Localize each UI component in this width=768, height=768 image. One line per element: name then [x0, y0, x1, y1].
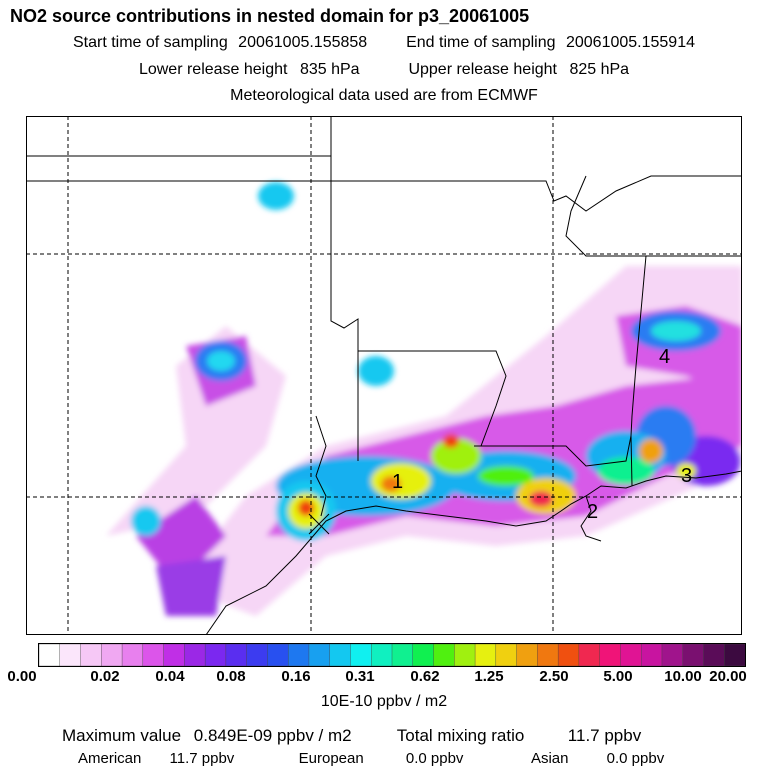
- release-point-marker: [308, 513, 330, 535]
- tick-label: 0.08: [216, 668, 246, 685]
- source-name-european: European: [298, 750, 364, 767]
- contribution-field: [106, 182, 742, 616]
- max-value-line: Maximum value 0.849E-09 ppbv / m2 Total …: [62, 726, 641, 746]
- end-time-value: 20061005.155914: [565, 34, 695, 51]
- tick-label: 0.00: [7, 668, 37, 685]
- site-label-4: 4: [659, 346, 670, 368]
- colorbar-swatch: [225, 643, 248, 667]
- source-value-asian: 0.0 ppbv: [606, 750, 665, 767]
- colorbar-swatch: [80, 643, 102, 667]
- source-name-asian: Asian: [530, 750, 569, 767]
- colorbar-swatch: [557, 643, 580, 667]
- colorbar-swatch: [287, 643, 310, 667]
- colorbar-swatch: [537, 643, 559, 667]
- tick-label: 2.50: [539, 668, 569, 685]
- release-height-line: Lower release height 835 hPa Upper relea…: [0, 61, 768, 79]
- colorbar-swatch: [433, 643, 455, 667]
- colorbar-swatch: [391, 643, 414, 667]
- tick-label: 0.04: [155, 668, 185, 685]
- colorbar-swatch: [371, 643, 393, 667]
- upper-height-label: Upper release height: [408, 61, 557, 78]
- plot-title: NO2 source contributions in nested domai…: [10, 6, 530, 26]
- colorbar-swatch: [267, 643, 289, 667]
- met-data-line: Meteorological data used are from ECMWF: [230, 87, 538, 104]
- map-frame: [26, 116, 742, 635]
- site-label-1: 1: [392, 471, 403, 493]
- colorbar-swatch: [682, 643, 704, 667]
- colorbar-swatch: [246, 643, 268, 667]
- max-value-label: Maximum value: [62, 726, 182, 745]
- colorbar: [38, 643, 746, 667]
- colorbar-swatch: [308, 643, 331, 667]
- colorbar-swatch: [474, 643, 497, 667]
- colorbar-swatch: [640, 643, 663, 667]
- upper-height-value: 825 hPa: [569, 61, 630, 78]
- colorbar-swatch: [516, 643, 538, 667]
- lower-height-value: 835 hPa: [299, 61, 360, 78]
- tick-label: 1.25: [474, 668, 504, 685]
- end-time-label: End time of sampling: [406, 34, 556, 51]
- site-label-2: 2: [587, 501, 598, 523]
- lat-lon-grid: [26, 116, 742, 635]
- colorbar-swatch: [142, 643, 165, 667]
- colorbar-swatch: [184, 643, 206, 667]
- colorbar-swatch: [703, 643, 725, 667]
- tick-label: 0.62: [410, 668, 440, 685]
- source-name-american: American: [78, 750, 142, 767]
- total-mixing-label: Total mixing ratio: [396, 726, 525, 745]
- colorbar-swatch: [329, 643, 351, 667]
- source-breakdown-line: American 11.7 ppbv European 0.0 ppbv Asi…: [78, 750, 664, 767]
- colorbar-frame: [38, 643, 746, 667]
- max-value: 0.849E-09 ppbv / m2: [193, 726, 352, 745]
- site-label-3: 3: [681, 465, 692, 487]
- source-value-american: 11.7 ppbv: [169, 750, 235, 767]
- start-time-label: Start time of sampling: [72, 34, 228, 51]
- colorbar-swatch: [620, 643, 642, 667]
- start-time-value: 20061005.155858: [238, 34, 368, 51]
- state-boundaries: [26, 116, 742, 635]
- colorbar-swatch: [495, 643, 518, 667]
- total-mixing-value: 11.7 ppbv: [567, 726, 642, 745]
- source-value-european: 0.0 ppbv: [405, 750, 464, 767]
- tick-label: 0.02: [90, 668, 120, 685]
- tick-label: 5.00: [603, 668, 633, 685]
- colorbar-swatch: [661, 643, 684, 667]
- colorbar-swatch: [38, 643, 61, 667]
- site-labels: 1 2 3 4: [392, 346, 692, 523]
- tick-label: 10.00: [664, 668, 702, 685]
- colorbar-swatch: [121, 643, 144, 667]
- contribution-map: 1 2 3 4: [26, 116, 742, 635]
- colorbar-swatch: [578, 643, 601, 667]
- tick-label: 0.16: [281, 668, 311, 685]
- lower-height-label: Lower release height: [138, 61, 288, 78]
- colorbar-swatch: [599, 643, 621, 667]
- colorbar-swatch: [350, 643, 372, 667]
- tick-label: 20.00: [709, 668, 747, 685]
- sampling-time-line: Start time of sampling 20061005.155858 E…: [0, 34, 768, 52]
- tick-label: 0.31: [345, 668, 375, 685]
- colorbar-swatch: [101, 643, 123, 667]
- colorbar-swatch: [59, 643, 82, 667]
- colorbar-units: 10E-10 ppbv / m2: [320, 693, 448, 710]
- colorbar-swatch: [724, 643, 746, 667]
- colorbar-swatch: [163, 643, 185, 667]
- colorbar-swatch: [204, 643, 227, 667]
- colorbar-swatch: [454, 643, 476, 667]
- colorbar-swatch: [412, 643, 435, 667]
